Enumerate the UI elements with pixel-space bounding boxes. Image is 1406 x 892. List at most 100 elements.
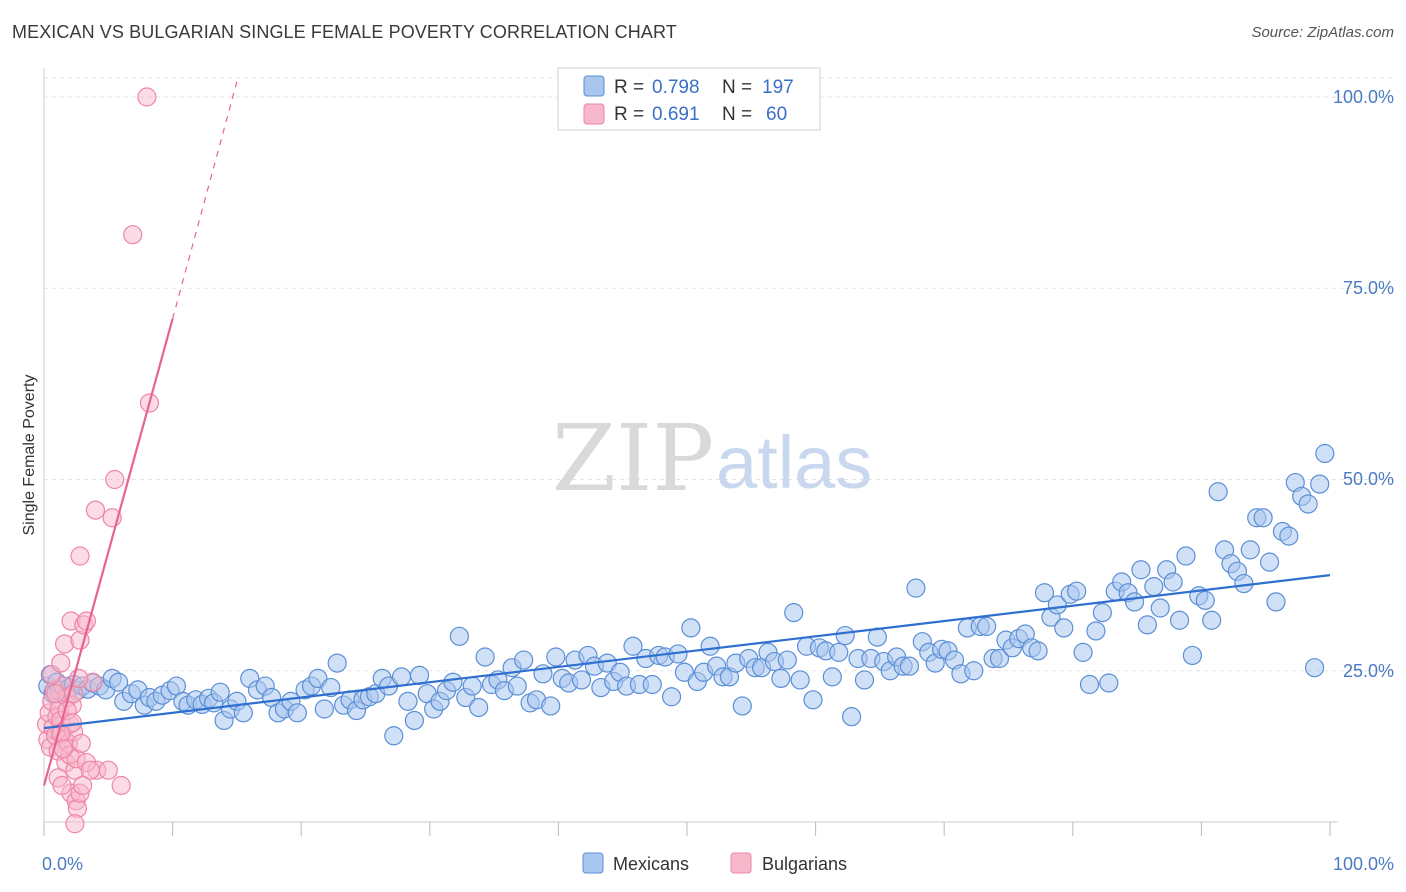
legend-n-label-bulgarians: N = xyxy=(722,104,752,125)
mexicans-point-194 xyxy=(1253,508,1273,528)
bulgarians-point-41 xyxy=(80,760,100,780)
mexicans-point-180 xyxy=(1163,572,1183,592)
chart-title: MEXICAN VS BULGARIAN SINGLE FEMALE POVER… xyxy=(12,22,677,42)
mexicans-point-69 xyxy=(449,626,469,646)
bulgarians-point-58 xyxy=(137,87,157,107)
legend-n-value-mexicans: 197 xyxy=(762,77,794,98)
mexicans-point-170 xyxy=(1099,673,1119,693)
mexicans-point-127 xyxy=(822,667,842,687)
mexicans-point-174 xyxy=(1124,592,1145,612)
mexicans-point-167 xyxy=(1079,674,1100,695)
y-tick-label-100: 100.0% xyxy=(1333,87,1394,107)
mexicans-point-48 xyxy=(314,699,334,719)
legend-box: R = 0.798 N = 197 R = 0.691 N = 60 xyxy=(557,67,821,131)
mexicans-point-168 xyxy=(1086,621,1106,641)
mexicans-point-159 xyxy=(1028,641,1048,661)
bottom-legend-label-bulgarians: Bulgarians xyxy=(762,854,847,874)
source-label: Source: ZipAtlas.com xyxy=(1251,24,1394,41)
mexicans-point-166 xyxy=(1073,642,1093,662)
legend-swatch-mexicans xyxy=(583,75,605,97)
mexicans-point-165 xyxy=(1067,581,1087,601)
mexicans-point-151 xyxy=(977,616,997,636)
bulgarians-point-43 xyxy=(52,775,72,796)
mexicans-point-50 xyxy=(327,653,347,673)
mexicans-point-198 xyxy=(1279,526,1299,546)
mexicans-point-140 xyxy=(906,578,926,598)
grid-lines xyxy=(44,77,1392,672)
legend-swatch-bulgarians xyxy=(583,103,605,125)
mexicans-point-113 xyxy=(732,696,752,716)
mexicans-point-187 xyxy=(1208,482,1228,502)
mexicans-point-102 xyxy=(661,687,682,707)
x-tick-label-100: 100.0% xyxy=(1333,854,1394,874)
mexicans-point-36 xyxy=(233,703,253,723)
mexicans-point-61 xyxy=(398,691,418,711)
mexicans-point-195 xyxy=(1259,552,1280,572)
mexicans-point-182 xyxy=(1176,546,1196,566)
bulgarians-point-59 xyxy=(45,684,66,704)
y-axis-label: Single Female Poverty xyxy=(21,375,38,536)
legend-r-label-mexicans: R = xyxy=(614,77,644,98)
mexicans-point-83 xyxy=(541,696,561,716)
bulgarians-point-53 xyxy=(85,500,106,520)
mexicans-point-132 xyxy=(854,670,875,690)
legend-r-value-mexicans: 0.798 xyxy=(652,77,700,98)
mexicans-point-130 xyxy=(842,707,862,727)
mexicans-point-139 xyxy=(899,656,920,676)
mexicans-point-124 xyxy=(803,690,823,710)
mexicans-point-16 xyxy=(108,672,129,692)
trendline-bulgarians-dashed xyxy=(172,81,238,320)
mexicans-point-186 xyxy=(1202,610,1222,630)
mexicans-point-203 xyxy=(1310,474,1330,494)
mexicans-point-78 xyxy=(507,676,527,696)
mexicans-point-44 xyxy=(287,703,307,723)
mexicans-point-72 xyxy=(469,697,489,718)
bulgarians-point-33 xyxy=(98,760,118,780)
bulgarians-point-47 xyxy=(72,775,93,796)
mexicans-point-121 xyxy=(784,603,804,623)
mexicans-point-153 xyxy=(989,648,1010,669)
mexicans-point-88 xyxy=(571,670,592,690)
mexicans-point-99 xyxy=(642,674,662,695)
legend-n-value-bulgarians: 60 xyxy=(766,104,787,125)
mexicans-point-49 xyxy=(321,677,341,698)
bottom-legend-swatch-bulgarians xyxy=(730,852,752,874)
watermark-atlas: atlas xyxy=(716,421,872,504)
y-tick-label-25: 25.0% xyxy=(1343,661,1394,681)
mexicans-point-183 xyxy=(1182,645,1202,666)
mexicans-point-32 xyxy=(210,682,230,702)
y-tick-labels: 25.0% 50.0% 75.0% 100.0% xyxy=(1333,87,1394,681)
trendline-mexicans-solid xyxy=(43,574,1331,730)
watermark-zip: ZIP xyxy=(552,405,714,512)
mexicans-point-120 xyxy=(777,650,797,670)
mexicans-point-62 xyxy=(404,710,424,731)
mexicans-point-96 xyxy=(623,636,643,656)
bottom-legend: Mexicans Bulgarians xyxy=(582,852,847,874)
mexicans-point-73 xyxy=(475,647,495,667)
bulgarians-point-52 xyxy=(70,546,90,566)
x-axis-ticks xyxy=(43,822,1331,836)
bulgarians-point-45 xyxy=(65,814,85,834)
mexicans-point-196 xyxy=(1266,592,1286,612)
mexicans-point-128 xyxy=(829,642,849,662)
mexicans-point-177 xyxy=(1144,576,1164,597)
mexicans-point-178 xyxy=(1150,598,1170,618)
mexicans-point-60 xyxy=(391,667,412,687)
bulgarians-point-39 xyxy=(71,733,91,754)
mexicans-point-122 xyxy=(790,670,810,690)
mexicans-point-181 xyxy=(1169,610,1190,630)
legend-r-value-bulgarians: 0.691 xyxy=(652,104,700,125)
mexicans-point-202 xyxy=(1304,658,1325,678)
legend-n-label-mexicans: N = xyxy=(722,77,752,98)
bulgarians-point-34 xyxy=(111,775,131,796)
mexicans-point-71 xyxy=(462,676,482,696)
trendline-bulgarians-solid xyxy=(42,318,174,786)
x-tick-label-0: 0.0% xyxy=(42,854,83,874)
mexicans-point-176 xyxy=(1137,615,1157,635)
bulgarians-point-30 xyxy=(76,611,97,631)
mexicans-point-185 xyxy=(1195,590,1215,610)
mexicans-point-59 xyxy=(384,726,404,746)
legend-r-label-bulgarians: R = xyxy=(614,104,644,125)
mexicans-point-163 xyxy=(1054,618,1074,638)
